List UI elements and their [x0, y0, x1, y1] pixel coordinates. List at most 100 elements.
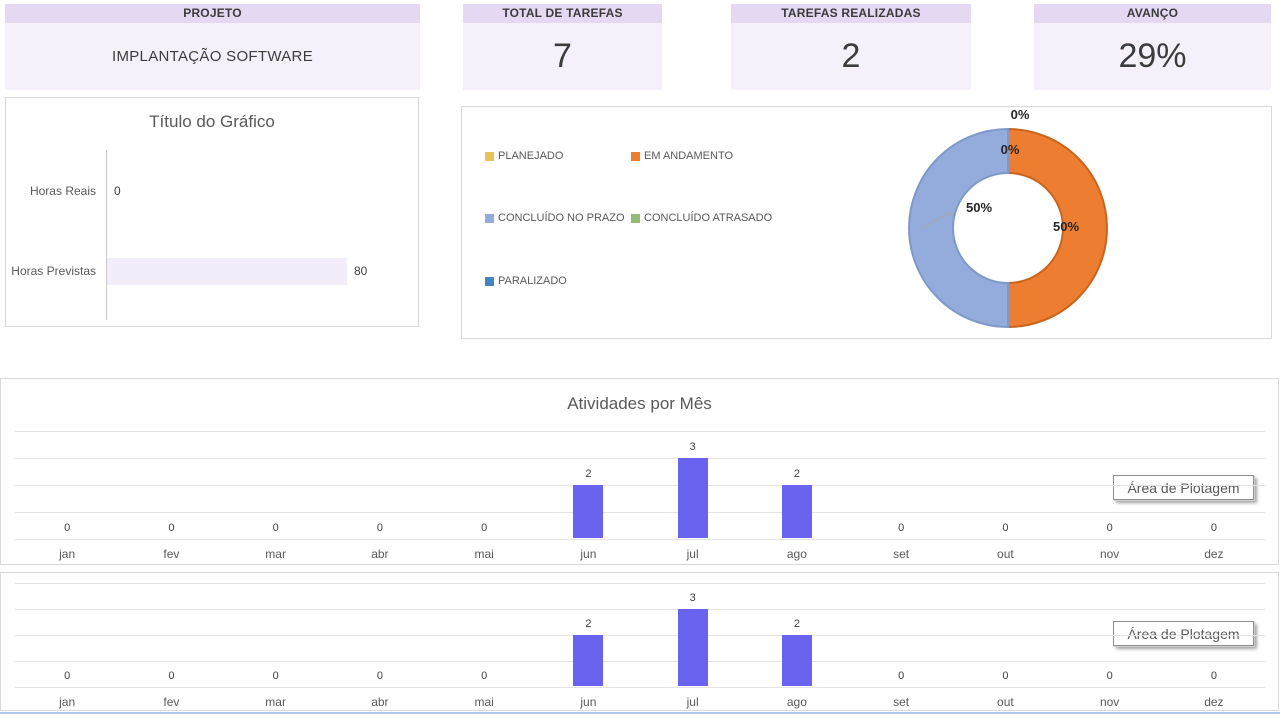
value-label-jul: 3 — [689, 592, 696, 604]
x-axis-label-nov: nov — [1099, 695, 1120, 709]
gridline — [15, 635, 1265, 636]
value-label-nov: 0 — [1106, 522, 1113, 534]
plot-area-tooltip: Área de Plotagem — [1113, 475, 1254, 500]
plot-area-tooltip: Área de Plotagem — [1113, 621, 1254, 646]
value-label-dez: 0 — [1210, 670, 1217, 682]
value-label-fev: 0 — [168, 522, 175, 534]
gridline — [15, 539, 1265, 540]
card-avanco-title: AVANÇO — [1034, 4, 1271, 23]
x-axis-label-jan: jan — [59, 695, 76, 709]
x-axis-label-set: set — [893, 547, 910, 561]
value-label-jan: 0 — [64, 670, 71, 682]
x-axis-label-jul: jul — [686, 695, 699, 709]
value-label-ago: 2 — [793, 468, 800, 480]
bar-jul[interactable] — [677, 609, 708, 686]
value-label-jul: 3 — [689, 441, 696, 453]
bar-jun[interactable] — [573, 485, 604, 538]
card-tarefas-realizadas-value: 2 — [731, 23, 971, 90]
legend-marker-0 — [485, 151, 494, 161]
x-axis-label-abr: abr — [371, 695, 389, 709]
x-axis-label-abr: abr — [371, 547, 389, 561]
legend-marker-4 — [485, 276, 494, 286]
legend-item-3[interactable]: CONCLUÍDO ATRASADO — [631, 212, 772, 224]
value-label-out: 0 — [1002, 522, 1009, 534]
x-axis-label-jun: jun — [580, 695, 597, 709]
value-label-jun: 2 — [585, 468, 592, 480]
legend-label-0: PLANEJADO — [498, 150, 564, 162]
gridline — [15, 687, 1265, 688]
monthly-activity-chart-2[interactable]: Área de Plotagem 0 jan 0 fev 0 mar 0 abr 0 mai 2 ju… — [0, 572, 1279, 711]
gridline — [15, 485, 1265, 486]
gridline — [15, 431, 1265, 432]
x-axis-label-dez: dez — [1204, 695, 1224, 709]
value-label-mai: 0 — [481, 522, 488, 534]
donut-data-label-1: 0% — [1000, 142, 1020, 157]
value-label-out: 0 — [1002, 670, 1009, 682]
x-axis-label-out: out — [997, 547, 1014, 561]
value-label-mar: 0 — [272, 522, 279, 534]
category-label-0: Horas Reais — [29, 184, 96, 198]
legend-item-2[interactable]: CONCLUÍDO NO PRAZO — [485, 212, 625, 224]
value-label-fev: 0 — [168, 670, 175, 682]
card-tarefas-realizadas-title: TAREFAS REALIZADAS — [731, 4, 971, 23]
card-total-tarefas-title: TOTAL DE TAREFAS — [463, 4, 662, 23]
value-label-set: 0 — [898, 670, 905, 682]
value-label-mar: 0 — [272, 670, 279, 682]
value-label-mai: 0 — [481, 670, 488, 682]
value-label-set: 0 — [898, 522, 905, 534]
y-axis-line — [106, 150, 107, 320]
value-label-1: 80 — [354, 264, 368, 278]
bar-jun[interactable] — [573, 635, 604, 686]
card-projeto-value: IMPLANTAÇÃO SOFTWARE — [5, 23, 420, 90]
x-axis-label-nov: nov — [1099, 547, 1120, 561]
gridline — [15, 609, 1265, 610]
hours-chart-title: Título do Gráfico — [149, 112, 275, 131]
card-total-tarefas-value: 7 — [463, 23, 662, 90]
x-axis-label-out: out — [997, 695, 1014, 709]
legend-marker-3 — [631, 213, 640, 223]
donut-slice-1[interactable] — [1007, 127, 1108, 329]
legend-label-1: EM ANDAMENTO — [644, 150, 734, 162]
donut-slice-2[interactable] — [908, 127, 1009, 329]
card-projeto[interactable]: PROJETO IMPLANTAÇÃO SOFTWARE — [5, 4, 420, 90]
donut-data-label-0: 0% — [1010, 107, 1030, 122]
x-axis-label-set: set — [893, 695, 910, 709]
legend-marker-1 — [631, 151, 640, 161]
donut-svg — [908, 127, 1108, 329]
bar-jul[interactable] — [677, 458, 708, 538]
donut-data-label-3: 50% — [965, 200, 993, 215]
status-donut-chart[interactable]: PLANEJADO EM ANDAMENTO CONCLUÍDO NO PRAZO C… — [461, 106, 1272, 339]
x-axis-label-jun: jun — [580, 547, 597, 561]
x-axis-label-mar: mar — [265, 695, 286, 709]
gridline — [15, 458, 1265, 459]
x-axis-label-fev: fev — [163, 547, 180, 561]
card-projeto-title: PROJETO — [5, 4, 420, 23]
gridline — [15, 583, 1265, 584]
card-tarefas-realizadas[interactable]: TAREFAS REALIZADAS 2 — [731, 4, 971, 90]
hours-chart[interactable]: Título do Gráfico Horas Reais 0 Horas Prev… — [5, 97, 419, 327]
category-label-1: Horas Previstas — [11, 264, 96, 278]
legend-label-3: CONCLUÍDO ATRASADO — [644, 212, 773, 224]
x-axis-label-mai: mai — [474, 547, 494, 561]
legend-item-4[interactable]: PARALIZADO — [485, 275, 567, 287]
legend-item-0[interactable]: PLANEJADO — [485, 150, 563, 162]
bar-ago[interactable] — [781, 635, 812, 686]
bottom-divider — [0, 712, 1280, 714]
bar-ago[interactable] — [781, 485, 812, 538]
monthly-chart-title: Atividades por Mês — [567, 394, 712, 413]
value-label-dez: 0 — [1210, 522, 1217, 534]
legend-label-2: CONCLUÍDO NO PRAZO — [498, 212, 625, 224]
legend-label-4: PARALIZADO — [498, 275, 567, 287]
x-axis-label-mai: mai — [474, 695, 494, 709]
card-avanco-value: 29% — [1034, 23, 1271, 90]
legend-item-1[interactable]: EM ANDAMENTO — [631, 150, 733, 162]
gridline — [15, 512, 1265, 513]
value-label-abr: 0 — [376, 670, 383, 682]
bar-1[interactable] — [107, 258, 347, 285]
card-total-tarefas[interactable]: TOTAL DE TAREFAS 7 — [463, 4, 662, 90]
x-axis-label-mar: mar — [265, 547, 286, 561]
card-avanco[interactable]: AVANÇO 29% — [1034, 4, 1271, 90]
x-axis-label-dez: dez — [1204, 547, 1224, 561]
monthly-activity-chart-1[interactable]: Atividades por Mês Área de Plotagem 0 jan… — [0, 378, 1279, 565]
x-axis-label-ago: ago — [786, 695, 807, 709]
